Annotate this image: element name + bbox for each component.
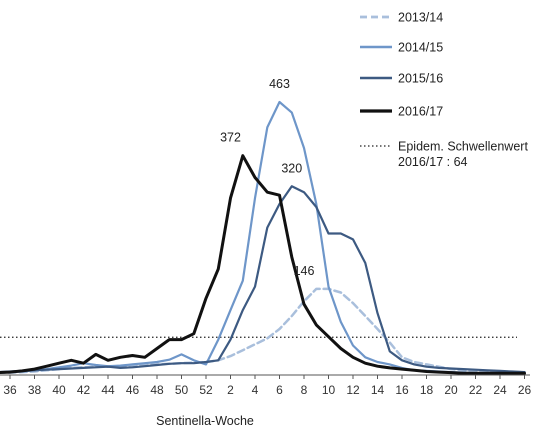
series-line-2015-16 (0, 185, 526, 374)
x-tick-label: 24 (493, 383, 507, 397)
x-tick-label: 36 (3, 383, 17, 397)
x-tick-label: 50 (175, 383, 189, 397)
x-tick-label: 38 (28, 383, 42, 397)
x-tick-label: 14 (371, 383, 385, 397)
x-tick-label: 44 (101, 383, 115, 397)
legend-label: 2014/15 (398, 41, 443, 55)
x-tick-label: 22 (469, 383, 483, 397)
x-tick-label: 46 (126, 383, 140, 397)
x-tick-label: 26 (518, 383, 532, 397)
x-tick-label: 48 (150, 383, 164, 397)
legend-label-threshold: Epidem. Schwellenwert (398, 140, 528, 154)
series-layer (0, 100, 526, 375)
peak-label: 372 (220, 131, 241, 145)
x-tick-label: 42 (77, 383, 91, 397)
x-tick-label: 40 (52, 383, 66, 397)
x-axis-title: Sentinella-Woche (156, 414, 254, 427)
legend-label: 2015/16 (398, 72, 443, 86)
x-tick-label: 2 (227, 383, 234, 397)
x-axis: 36 38 40 42 44 46 48 50 52 2 4 6 8 10 12 14 16 18 20 22 24 26 (0, 374, 532, 397)
x-tick-label: 20 (444, 383, 458, 397)
x-tick-label: 6 (276, 383, 283, 397)
peak-label: 320 (281, 161, 302, 175)
legend-label: 2013/14 (398, 11, 443, 25)
annotation-layer: 463 372 320 146 (220, 77, 314, 278)
x-tick-label: 10 (322, 383, 336, 397)
x-tick-label: 52 (199, 383, 213, 397)
legend-label: 2016/17 (398, 105, 443, 119)
series-line-2013-14 (0, 287, 526, 374)
x-tick-label: 4 (252, 383, 259, 397)
x-tick-label: 12 (346, 383, 360, 397)
legend: 2013/14 2014/15 2015/16 2016/17 Epidem. Schw… (360, 11, 528, 169)
peak-label: 146 (294, 264, 315, 278)
peak-label: 463 (269, 77, 290, 91)
series-line-2016-17 (0, 154, 526, 375)
x-tick-label: 16 (395, 383, 409, 397)
legend-label-threshold-value: 2016/17 : 64 (398, 155, 468, 169)
x-tick-label: 8 (301, 383, 308, 397)
x-tick-label: 18 (420, 383, 434, 397)
